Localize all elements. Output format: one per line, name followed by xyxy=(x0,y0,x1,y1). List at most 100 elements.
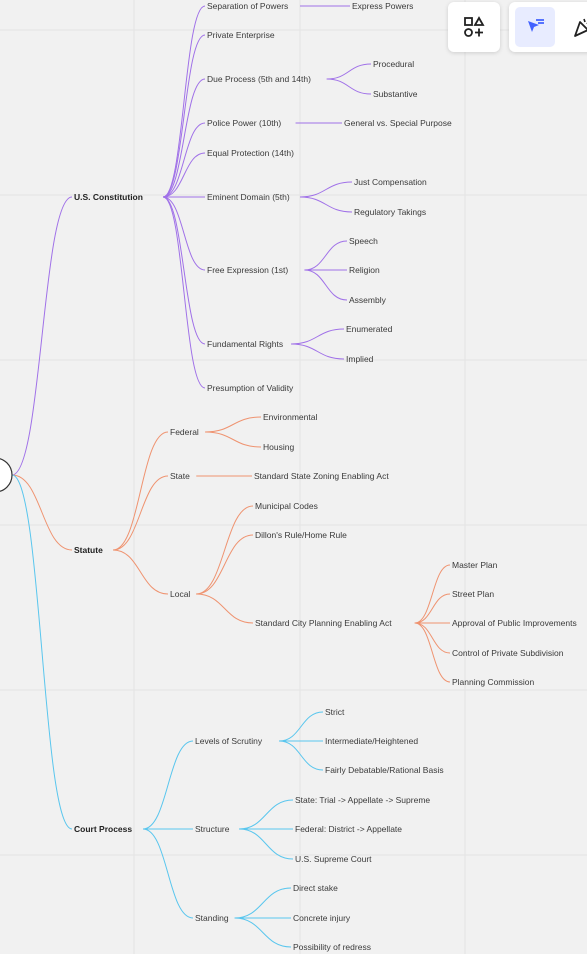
child-node[interactable]: Private Enterprise xyxy=(207,30,275,40)
branch-node[interactable]: Court Process xyxy=(74,824,132,834)
child-node[interactable]: Free Expression (1st) xyxy=(207,265,288,275)
leaf-node[interactable]: Religion xyxy=(349,265,380,275)
leaf-node[interactable]: Environmental xyxy=(263,412,317,422)
branch-node[interactable]: U.S. Constitution xyxy=(74,192,143,202)
grandchild-edge xyxy=(196,593,254,624)
child-edge xyxy=(162,122,206,198)
leaf-edge xyxy=(304,240,348,271)
leaf-node[interactable]: Planning Commission xyxy=(452,677,534,687)
child-node[interactable]: Separation of Powers xyxy=(207,1,288,11)
grandchild-node[interactable]: Dillon's Rule/Home Rule xyxy=(255,530,347,540)
child-edge xyxy=(162,196,206,345)
leaf-node[interactable]: Implied xyxy=(346,354,374,364)
leaf-node[interactable]: Standard State Zoning Enabling Act xyxy=(254,471,389,481)
child-edge xyxy=(162,78,206,198)
child-node[interactable]: Due Process (5th and 14th) xyxy=(207,74,311,84)
select-arrow-icon xyxy=(528,19,544,32)
leaf-edge xyxy=(234,887,292,919)
child-edge xyxy=(142,828,194,919)
child-node[interactable]: Levels of Scrutiny xyxy=(195,736,263,746)
branch-node[interactable]: Statute xyxy=(74,545,103,555)
child-node[interactable]: Federal xyxy=(170,427,199,437)
child-edge xyxy=(112,475,169,551)
leaf-edge xyxy=(414,622,451,654)
leaf-edge xyxy=(205,416,262,433)
grandchild-node[interactable]: Municipal Codes xyxy=(255,501,318,511)
child-node[interactable]: Fundamental Rights xyxy=(207,339,283,349)
branch-edge xyxy=(11,474,73,551)
party-popper-icon xyxy=(574,18,587,37)
leaf-node[interactable]: Housing xyxy=(263,442,294,452)
child-node[interactable]: Presumption of Validity xyxy=(207,383,294,393)
grandchild-edge xyxy=(196,534,254,595)
leaf-node[interactable]: Enumerated xyxy=(346,324,393,334)
celebrate-button[interactable] xyxy=(563,7,587,47)
child-node[interactable]: Equal Protection (14th) xyxy=(207,148,294,158)
leaf-edge xyxy=(299,181,353,198)
leaf-node[interactable]: Control of Private Subdivision xyxy=(452,648,564,658)
branch-edge xyxy=(11,196,73,476)
leaf-node[interactable]: Fairly Debatable/Rational Basis xyxy=(325,765,444,775)
leaf-edge xyxy=(279,711,324,742)
leaf-node[interactable]: Intermediate/Heightened xyxy=(325,736,418,746)
mind-map-nodes: U.S. Constitution Separation of Powers Exp… xyxy=(74,1,577,952)
child-node[interactable]: Standing xyxy=(195,913,229,923)
leaf-node[interactable]: Substantive xyxy=(373,89,418,99)
child-edge xyxy=(142,740,194,830)
child-edge xyxy=(162,152,206,198)
shapes-toolbar xyxy=(448,2,500,52)
leaf-edge xyxy=(326,78,372,95)
child-edge xyxy=(162,5,206,198)
root-node[interactable] xyxy=(0,458,13,492)
leaf-node[interactable]: Master Plan xyxy=(452,560,498,570)
child-edge xyxy=(112,549,169,595)
child-node[interactable]: Eminent Domain (5th) xyxy=(207,192,290,202)
leaf-node[interactable]: Approval of Public Improvements xyxy=(452,618,577,628)
leaf-edge xyxy=(239,828,294,860)
child-node[interactable]: Structure xyxy=(195,824,230,834)
leaf-node[interactable]: General vs. Special Purpose xyxy=(344,118,452,128)
leaf-edge xyxy=(414,564,451,624)
child-edge xyxy=(162,196,206,389)
leaf-node[interactable]: Federal: District -> Appellate xyxy=(295,824,402,834)
leaf-edge xyxy=(299,196,353,213)
child-node[interactable]: State xyxy=(170,471,190,481)
child-edge xyxy=(162,34,206,198)
shapes-button[interactable] xyxy=(454,7,494,47)
leaf-node[interactable]: Concrete injury xyxy=(293,913,351,923)
leaf-edge xyxy=(414,622,451,683)
leaf-edge xyxy=(414,593,451,624)
select-tool-button[interactable] xyxy=(515,7,555,47)
leaf-edge xyxy=(239,799,294,830)
leaf-edge xyxy=(279,740,324,771)
leaf-edge xyxy=(291,328,345,345)
leaf-node[interactable]: Possibility of redress xyxy=(293,942,371,952)
leaf-edge xyxy=(291,343,345,360)
leaf-node[interactable]: Direct stake xyxy=(293,883,338,893)
child-node[interactable]: Police Power (10th) xyxy=(207,118,281,128)
shapes-icon xyxy=(464,16,485,37)
mind-map-edges xyxy=(11,5,451,948)
leaf-node[interactable]: Express Powers xyxy=(352,1,413,11)
leaf-node[interactable]: Strict xyxy=(325,707,345,717)
leaf-node[interactable]: Speech xyxy=(349,236,378,246)
child-node[interactable]: Local xyxy=(170,589,190,599)
grandchild-edge xyxy=(196,505,254,595)
child-edge xyxy=(162,196,206,271)
leaf-edge xyxy=(304,269,348,301)
leaf-node[interactable]: Regulatory Takings xyxy=(354,207,426,217)
leaf-edge xyxy=(205,431,262,448)
leaf-node[interactable]: Just Compensation xyxy=(354,177,427,187)
leaf-edge xyxy=(234,917,292,948)
leaf-node[interactable]: Procedural xyxy=(373,59,414,69)
tools-toolbar xyxy=(509,2,587,52)
leaf-node[interactable]: State: Trial -> Appellate -> Supreme xyxy=(295,795,430,805)
grandchild-node[interactable]: Standard City Planning Enabling Act xyxy=(255,618,392,628)
branch-edge xyxy=(11,474,73,830)
leaf-node[interactable]: Street Plan xyxy=(452,589,494,599)
leaf-node[interactable]: U.S. Supreme Court xyxy=(295,854,372,864)
leaf-node[interactable]: Assembly xyxy=(349,295,387,305)
child-edge xyxy=(112,431,169,551)
